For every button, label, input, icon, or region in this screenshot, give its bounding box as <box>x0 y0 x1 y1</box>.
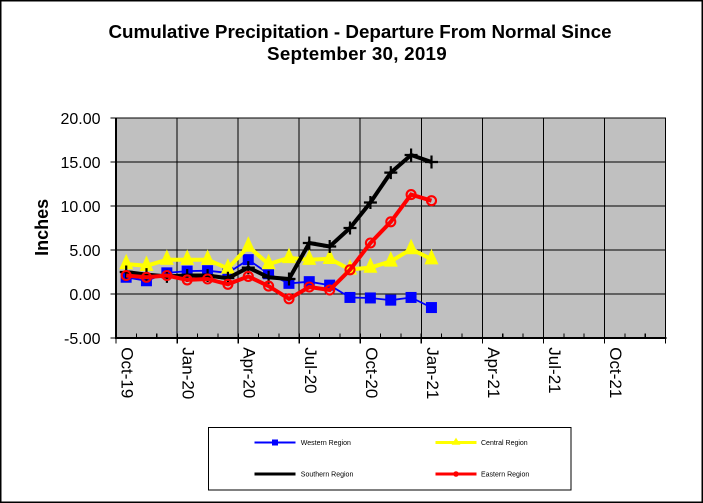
svg-text:-5.00: -5.00 <box>64 331 101 348</box>
svg-text:10.00: 10.00 <box>60 199 100 216</box>
svg-text:Jan-20: Jan-20 <box>179 347 198 399</box>
svg-text:Jul-21: Jul-21 <box>545 347 564 393</box>
svg-text:Central Region: Central Region <box>481 440 528 447</box>
svg-text:Jan-21: Jan-21 <box>423 347 442 399</box>
svg-text:Southern Region: Southern Region <box>301 472 354 479</box>
svg-text:Apr-20: Apr-20 <box>240 347 259 398</box>
svg-text:Eastern Region: Eastern Region <box>481 472 529 479</box>
svg-text:September 30, 2019: September 30, 2019 <box>267 43 447 64</box>
svg-text:Oct-20: Oct-20 <box>362 347 381 398</box>
svg-text:Oct-19: Oct-19 <box>118 347 137 398</box>
svg-text:Inches: Inches <box>32 199 52 256</box>
svg-text:Western Region: Western Region <box>301 440 351 447</box>
svg-text:Oct-21: Oct-21 <box>606 347 625 398</box>
svg-text:Jul-20: Jul-20 <box>301 347 320 393</box>
svg-text:15.00: 15.00 <box>60 155 100 172</box>
svg-text:Apr-21: Apr-21 <box>484 347 503 398</box>
svg-text:5.00: 5.00 <box>69 243 100 260</box>
svg-text:Cumulative Precipitation - Dep: Cumulative Precipitation - Departure Fro… <box>108 21 611 42</box>
svg-text:20.00: 20.00 <box>60 111 100 128</box>
svg-text:0.00: 0.00 <box>69 287 100 304</box>
